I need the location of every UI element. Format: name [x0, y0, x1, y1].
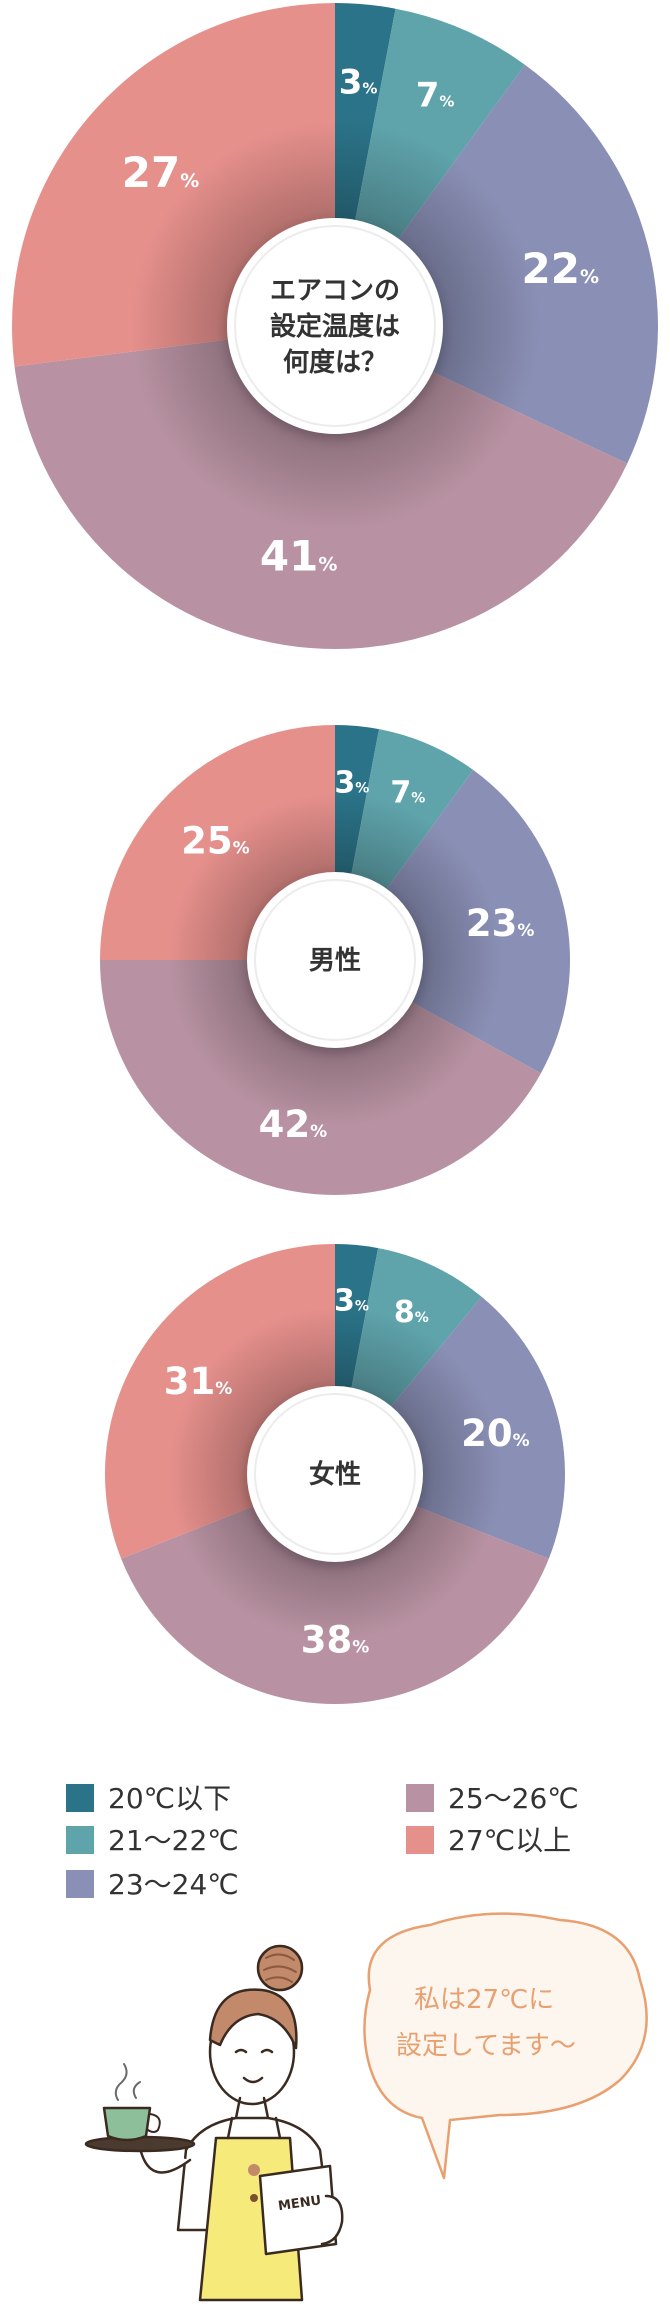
menu-text: MENU [277, 2193, 322, 2214]
slice-label-male-3: 23% [466, 902, 535, 945]
slice-label-female-2: 8% [394, 1295, 429, 1330]
slice-label-male-5: 25% [181, 819, 250, 862]
slice-label-female-1: 3% [334, 1283, 369, 1318]
legend-label-3: 23～24℃ [108, 1868, 239, 1901]
center-label-female-1: 女性 [309, 1459, 361, 1490]
speech-bubble: 私は27℃に 設定してます～ [363, 1912, 648, 2180]
legend-label-1: 20℃以下 [108, 1782, 231, 1815]
slice-labels-female: 3% 8% 20% 38% 31% [164, 1283, 530, 1661]
cup [102, 2106, 152, 2142]
donut-center-ring-overall [234, 225, 436, 427]
legend-item-5: 27℃以上 [406, 1824, 571, 1857]
slice-label-overall-1: 3% [339, 63, 378, 103]
legend-swatch-1 [66, 1784, 94, 1812]
slice-labels-overall: 3% 7% 22% 41% 27% [122, 63, 599, 581]
legend-item-1: 20℃以下 [66, 1782, 231, 1815]
legend-label-2: 21～22℃ [108, 1824, 239, 1857]
legend-label-4: 25～26℃ [448, 1782, 579, 1815]
legend: 20℃以下 21～22℃ 23～24℃ 25～26℃ 27℃以上 [66, 1782, 579, 1901]
slice-label-female-4: 38% [301, 1619, 370, 1662]
menu-board: MENU [258, 2164, 344, 2256]
legend-item-2: 21～22℃ [66, 1824, 239, 1857]
speech-bubble-line2: 設定してます～ [396, 2031, 576, 2061]
donut-chart-male: 3% 7% 23% 42% 25% 男性 [99, 725, 570, 1195]
slice-label-male-1: 3% [334, 766, 369, 801]
center-label-overall-1: エアコンの [270, 276, 400, 306]
waitress-illustration: MENU [84, 1944, 344, 2302]
donut-center-ring-female [254, 1393, 416, 1555]
slice-label-female-3: 20% [461, 1412, 530, 1455]
donut-center-ring-male [254, 879, 416, 1041]
legend-item-3: 23～24℃ [66, 1868, 239, 1901]
legend-item-4: 25～26℃ [406, 1782, 579, 1815]
legend-swatch-5 [406, 1826, 434, 1854]
donut-center-overall [227, 218, 443, 434]
center-label-overall-3: 何度は？ [283, 347, 387, 378]
speech-bubble-line1: 私は27℃に [414, 1985, 554, 2015]
speech-bubble-shape [363, 1912, 648, 2180]
legend-label-5: 27℃以上 [448, 1824, 571, 1857]
legend-swatch-3 [66, 1870, 94, 1898]
slice-label-female-5: 31% [164, 1360, 233, 1403]
donut-chart-female: 3% 8% 20% 38% 31% 女性 [104, 1243, 565, 1704]
hair-bun [256, 1944, 304, 1992]
slice-label-male-2: 7% [390, 775, 425, 810]
center-label-overall-2: 設定温度は [270, 311, 400, 342]
center-label-male-1: 男性 [309, 946, 361, 976]
slice-label-male-4: 42% [259, 1103, 328, 1146]
donut-center-male [247, 872, 423, 1048]
hair [208, 1988, 298, 2050]
slice-label-overall-5: 27% [122, 148, 200, 197]
legend-swatch-2 [66, 1826, 94, 1854]
slice-label-overall-4: 41% [260, 531, 338, 580]
slice-label-overall-2: 7% [416, 76, 455, 116]
donut-center-female [247, 1386, 423, 1562]
slice-label-overall-3: 22% [522, 244, 600, 293]
legend-swatch-4 [406, 1784, 434, 1812]
slice-labels-male: 3% 7% 23% 42% 25% [181, 766, 534, 1146]
